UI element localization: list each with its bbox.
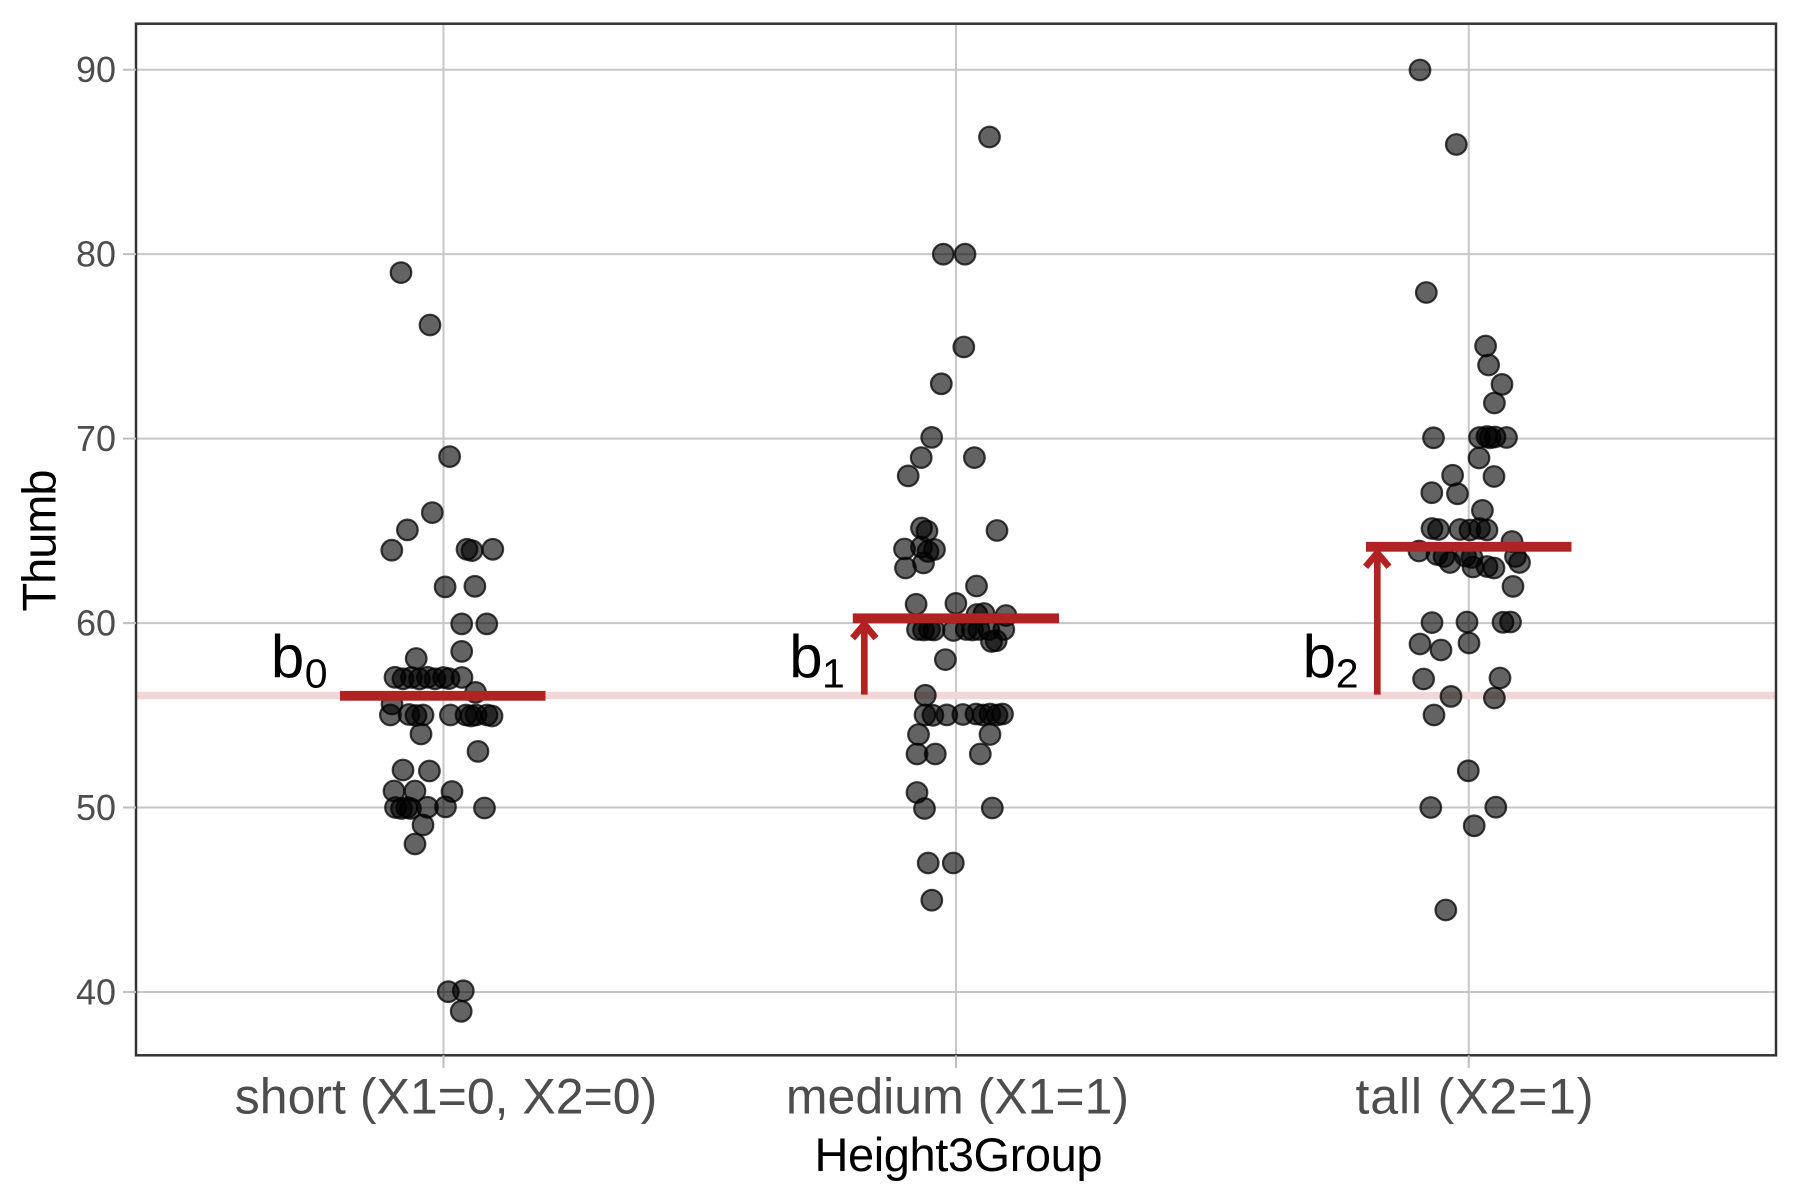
svg-text:short (X1=0, X2=0): short (X1=0, X2=0) [235,1069,657,1125]
svg-text:b: b [789,623,822,690]
svg-text:medium (X1=1): medium (X1=1) [786,1069,1129,1125]
svg-text:80: 80 [76,234,116,275]
svg-text:1: 1 [822,651,845,697]
svg-text:60: 60 [76,603,116,644]
svg-text:0: 0 [305,651,328,697]
svg-text:Thumb: Thumb [12,470,65,612]
svg-text:2: 2 [1336,651,1359,697]
svg-text:90: 90 [76,49,116,90]
svg-text:40: 40 [76,971,116,1012]
svg-text:50: 50 [76,787,116,828]
svg-text:Height3Group: Height3Group [815,1128,1103,1181]
svg-text:70: 70 [76,418,116,459]
svg-text:b: b [271,623,304,690]
svg-text:b: b [1303,623,1336,690]
svg-text:tall (X2=1): tall (X2=1) [1356,1069,1594,1125]
